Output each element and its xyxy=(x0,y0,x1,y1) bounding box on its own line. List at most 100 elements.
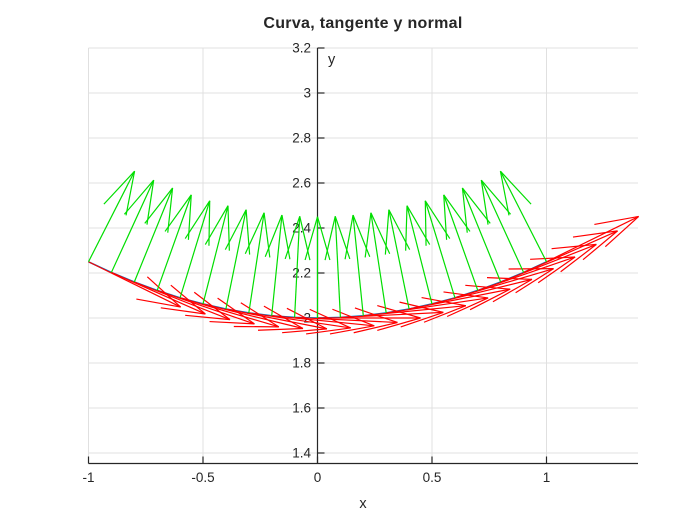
normal-arrow xyxy=(461,187,502,283)
tangent-arrow xyxy=(157,289,255,325)
normal-arrow xyxy=(87,170,136,263)
arrow-head-leg xyxy=(324,216,336,261)
arrow-shaft xyxy=(294,316,398,324)
x-tick-label: -1 xyxy=(82,470,94,485)
arrow-head-leg xyxy=(405,205,408,251)
tangent-arrow xyxy=(111,271,206,315)
arrow-head-leg xyxy=(263,212,271,258)
arrow-head-leg xyxy=(424,200,427,246)
normal-arrow xyxy=(499,170,548,263)
arrow-head-leg xyxy=(316,216,331,261)
arrow-head-leg xyxy=(264,214,283,258)
arrow-head-leg xyxy=(334,216,351,260)
arrow-shaft xyxy=(431,278,533,305)
arrow-shaft xyxy=(500,243,597,283)
normal-arrow xyxy=(264,214,291,316)
arrow-head-leg xyxy=(446,297,489,318)
arrow-head-leg xyxy=(582,230,618,261)
tangent-arrow xyxy=(546,215,640,263)
arrow-head-leg xyxy=(304,216,319,261)
arrow-head-leg xyxy=(492,278,533,303)
arrow-head-leg xyxy=(144,187,174,224)
x-axis-label: x xyxy=(359,496,367,512)
tangent-arrow xyxy=(523,230,618,273)
arrow-head-leg xyxy=(384,209,390,255)
arrow-shaft xyxy=(294,216,301,318)
tangent-arrow xyxy=(500,243,597,283)
arrow-head-leg xyxy=(364,212,372,258)
arrow-shaft xyxy=(110,179,155,273)
arrow-shaft xyxy=(370,212,387,314)
y-tick-label: 3 xyxy=(303,86,311,101)
normal-arrow xyxy=(110,179,155,273)
arrow-shaft xyxy=(134,281,231,321)
arrow-head-leg xyxy=(167,187,174,233)
arrow-head-leg xyxy=(306,327,351,335)
arrow-shaft xyxy=(133,187,174,283)
normal-arrow xyxy=(244,212,271,314)
x-tick-label: 1 xyxy=(543,470,551,485)
arrow-shaft xyxy=(225,308,328,330)
arrow-head-leg xyxy=(344,214,354,260)
arrow-shaft xyxy=(546,215,639,263)
arrow-shaft xyxy=(271,214,283,316)
arrow-head-leg xyxy=(469,288,511,311)
arrow-shaft xyxy=(340,311,444,319)
arrow-shaft xyxy=(88,261,181,308)
x-tick-label: -0.5 xyxy=(191,470,214,485)
arrow-head-leg xyxy=(499,170,532,205)
arrow-head-leg xyxy=(461,187,491,224)
arrow-head-leg xyxy=(281,214,291,260)
arrow-shaft xyxy=(499,170,548,263)
x-tick-label: 0.5 xyxy=(423,470,442,485)
arrow-head-leg xyxy=(209,320,255,325)
gridlines xyxy=(88,47,638,464)
arrow-head-leg xyxy=(537,256,576,284)
y-tick-label: 1.8 xyxy=(292,356,311,371)
arrow-head-leg xyxy=(257,327,303,331)
normal-arrow xyxy=(480,179,525,273)
arrow-head-leg xyxy=(160,307,206,315)
arrow-head-leg xyxy=(377,317,421,331)
plot-title: Curva, tangente y normal xyxy=(263,15,462,32)
arrow-head-leg xyxy=(185,314,231,321)
arrow-head-leg xyxy=(423,305,467,323)
normal-arrow xyxy=(224,209,251,310)
arrow-head-leg xyxy=(443,194,448,240)
arrow-head-leg xyxy=(461,187,468,233)
arrow-shaft xyxy=(406,205,433,305)
normal-arrow xyxy=(133,187,174,283)
arrow-head-leg xyxy=(136,298,181,308)
arrow-head-leg xyxy=(370,212,391,254)
y-axis-label: y xyxy=(328,52,336,68)
arrow-shaft xyxy=(388,209,410,310)
arrow-head-leg xyxy=(282,328,327,334)
arrow-shaft xyxy=(202,205,229,305)
arrow-head-leg xyxy=(224,209,247,250)
arrow-shaft xyxy=(477,256,576,292)
arrow-head-leg xyxy=(551,243,597,250)
arrow-head-leg xyxy=(146,276,182,308)
arrow-shaft xyxy=(386,297,489,314)
arrow-head-leg xyxy=(515,268,554,294)
arrow-shaft xyxy=(248,312,351,329)
normal-arrow xyxy=(304,216,331,318)
normal-arrows xyxy=(87,170,548,318)
normal-arrow xyxy=(324,216,351,318)
arrow-head-leg xyxy=(499,171,510,216)
normal-arrow xyxy=(364,212,391,314)
arrow-head-leg xyxy=(123,179,155,215)
arrow-shaft xyxy=(202,303,304,330)
y-tick-label: 2.2 xyxy=(292,266,311,281)
x-tick-label: 0 xyxy=(314,470,322,485)
arrow-head-leg xyxy=(572,230,618,238)
arrow-shaft xyxy=(480,179,525,273)
y-tick-label: 3.2 xyxy=(292,41,311,56)
arrow-shaft xyxy=(156,194,192,291)
arrow-head-leg xyxy=(352,214,371,258)
arrow-head-leg xyxy=(480,180,489,225)
arrow-head-leg xyxy=(400,311,444,328)
axes xyxy=(87,47,638,465)
